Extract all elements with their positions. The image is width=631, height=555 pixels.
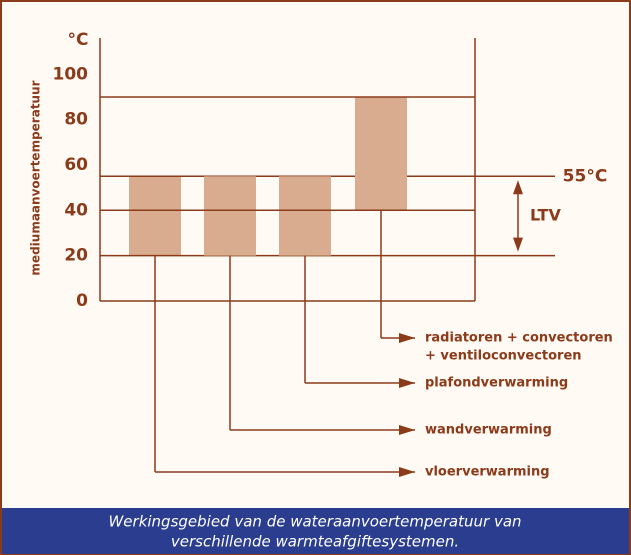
leader-arrow [399,378,415,388]
category-label: radiatoren + convectoren [425,331,613,346]
range-bar [204,176,256,256]
y-tick-label: 40 [64,200,88,220]
leader-arrow [399,425,415,435]
y-axis-label: mediumaanvoertemperatuur [29,80,43,275]
range-bar [129,176,181,256]
y-tick-label: 0 [76,291,88,311]
caption-line: verschillende warmteafgiftesystemen. [171,533,459,551]
leader-arrow [399,467,415,477]
leader-arrow [399,333,415,343]
y-unit: °C [68,30,89,50]
reference-label: 55°C [563,166,608,186]
y-tick-label: 100 [53,64,89,84]
ltv-label: LTV [530,205,561,224]
range-bar [279,176,331,256]
caption-band [2,508,629,554]
category-label: plafondverwarming [425,376,568,391]
category-label: vloerverwarming [425,465,550,480]
category-label: + ventiloconvectoren [425,349,582,364]
category-label: wandverwarming [425,423,552,438]
range-bar [355,96,407,211]
y-tick-label: 80 [64,110,88,130]
y-tick-label: 60 [64,155,88,175]
ltv-arrowhead [513,180,523,195]
caption-line: Werkingsgebied van de wateraanvoertemper… [108,513,521,531]
y-tick-label: 20 [64,246,88,266]
ltv-arrowhead [513,237,523,252]
